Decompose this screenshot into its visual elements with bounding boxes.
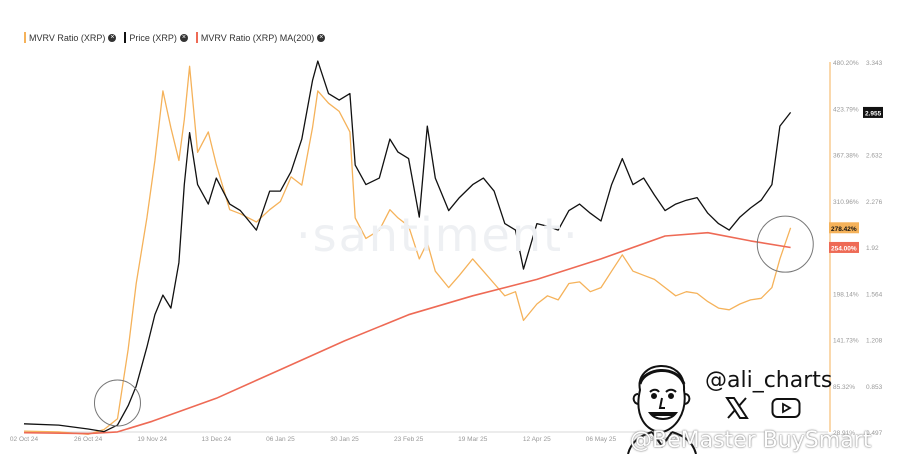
series-layer xyxy=(23,60,792,436)
right-tick-label: 0.497 xyxy=(866,430,883,437)
left-tick-label: 141.73% xyxy=(833,338,859,345)
series-line-0 xyxy=(23,65,792,436)
youtube-icon[interactable] xyxy=(771,397,801,419)
x-tick-label: 06 May 25 xyxy=(586,436,617,443)
left-tick-label: 198.14% xyxy=(833,291,859,298)
mvrv-badge: 278.42% xyxy=(831,226,857,233)
left-tick-label: 28.91% xyxy=(833,430,855,437)
x-tick-label: 30 May 25 xyxy=(650,436,681,443)
ma-badge: 254.00% xyxy=(831,245,857,252)
highlight-circle-breakout xyxy=(93,379,141,427)
legend-swatch-ma200 xyxy=(195,32,198,43)
ma-badge-bg xyxy=(829,241,859,253)
x-axis: 02 Oct 24 26 Oct 24 19 Nov 24 13 Dec 24 06 J… xyxy=(10,436,681,443)
price-badge: 2.955 xyxy=(865,110,882,117)
highlight-circles xyxy=(93,215,814,427)
legend-item-ma200[interactable]: MVRV Ratio (XRP) MA(200) × xyxy=(195,32,326,43)
legend-label-price: Price (XRP) xyxy=(129,32,177,43)
right-tick-label: 2.276 xyxy=(866,199,883,206)
right-tick-label: 1.208 xyxy=(866,338,883,345)
right-tick-label: 1.92 xyxy=(866,245,879,252)
mvrv-badge-bg xyxy=(829,222,859,234)
right-tick-label: 1.564 xyxy=(866,291,883,298)
series-line-2 xyxy=(23,231,791,435)
left-tick-label: 85.32% xyxy=(833,384,855,391)
right-tick-label: 2.632 xyxy=(866,153,883,160)
x-tick-label: 30 Jan 25 xyxy=(330,436,359,443)
left-tick-label: 480.20% xyxy=(833,60,859,67)
chart-legend: MVRV Ratio (XRP) × Price (XRP) × MVRV Ra… xyxy=(24,32,326,43)
x-tick-label: 12 Apr 25 xyxy=(523,436,551,443)
right-tick-label: 0.853 xyxy=(866,384,883,391)
left-tick-label: 310.96% xyxy=(833,199,859,206)
cartoon-avatar xyxy=(627,365,697,454)
author-handle: @ali_charts xyxy=(705,368,833,393)
left-tick-label: 423.79% xyxy=(833,106,859,113)
legend-item-mvrv[interactable]: MVRV Ratio (XRP) × xyxy=(24,32,117,43)
legend-item-price[interactable]: Price (XRP) × xyxy=(124,32,188,43)
value-badges: 2.955 278.42% 254.00% xyxy=(829,106,883,253)
highlight-circle-current xyxy=(756,215,814,273)
legend-label-mvrv: MVRV Ratio (XRP) xyxy=(29,32,106,43)
x-tick-label: 23 Feb 25 xyxy=(394,436,424,443)
price-badge-bg xyxy=(863,106,883,118)
close-icon[interactable]: × xyxy=(317,33,326,42)
right-tick-label: 3.343 xyxy=(866,60,883,67)
close-icon[interactable]: × xyxy=(108,33,117,42)
social-icons xyxy=(725,397,801,419)
left-tick-label: 367.38% xyxy=(833,153,859,160)
legend-swatch-mvrv xyxy=(24,32,26,43)
santiment-watermark: ·santiment· xyxy=(296,208,580,262)
legend-label-ma200: MVRV Ratio (XRP) MA(200) xyxy=(200,32,315,43)
x-logo-icon[interactable] xyxy=(725,397,749,419)
x-tick-label: 19 Mar 25 xyxy=(458,436,488,443)
close-icon[interactable]: × xyxy=(179,33,188,42)
legend-swatch-price xyxy=(124,32,127,43)
x-tick-label: 06 Jan 25 xyxy=(266,436,295,443)
x-tick-label: 26 Oct 24 xyxy=(74,436,103,443)
x-tick-label: 19 Nov 24 xyxy=(137,436,167,443)
series-line-1 xyxy=(23,60,792,433)
x-tick-label: 13 Dec 24 xyxy=(201,436,231,443)
x-tick-label: 02 Oct 24 xyxy=(10,436,39,443)
footer-watermark: @BeMaster BuySmart xyxy=(630,428,872,453)
